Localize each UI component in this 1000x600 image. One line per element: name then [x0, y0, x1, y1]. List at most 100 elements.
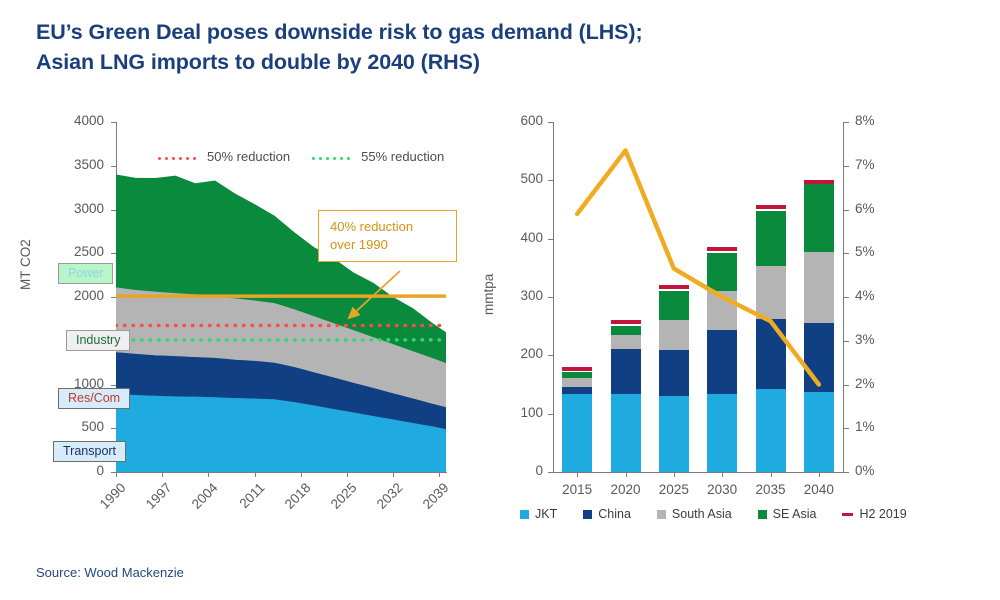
- bar-segment-se-asia: [610, 326, 641, 335]
- right-chart-y-tick-mark: [548, 355, 553, 357]
- left-chart-x-tick: 2025: [327, 480, 360, 512]
- left-chart-x-tick-mark: [393, 472, 395, 477]
- bar-segment-china: [610, 348, 641, 395]
- bar-group-2035[interactable]: [755, 122, 786, 472]
- dotted-line-swatch: [312, 150, 354, 165]
- legend-label: China: [598, 507, 631, 521]
- chart-eu-gas-demand: MT CO2 05001000150020002500300035004000 …: [18, 113, 478, 515]
- legend-swatch: [656, 509, 666, 519]
- left-chart-y-tick-mark: [111, 384, 116, 386]
- legend-item-china[interactable]: China: [583, 507, 631, 521]
- right-chart-y2-tick-mark: [844, 209, 849, 211]
- right-chart-y2-tick: 6%: [855, 200, 875, 216]
- right-chart-y-axis-title: mmtpa: [481, 273, 496, 315]
- bar-segment-south-asia: [562, 378, 593, 388]
- left-chart-y-tick: 500: [81, 419, 104, 435]
- left-chart-x-tick: 2018: [281, 480, 314, 512]
- right-chart-x-tick-mark: [770, 472, 772, 477]
- bar-segment-china: [707, 330, 738, 395]
- right-chart-x-tick-mark: [722, 472, 724, 477]
- right-chart-x-tick: 2020: [610, 482, 641, 497]
- right-chart-y2-tick: 8%: [855, 113, 875, 128]
- bar-segment-se-asia: [658, 290, 689, 320]
- legend-label: 50% reduction: [207, 149, 291, 164]
- left-chart-y-tick: 3500: [73, 156, 104, 172]
- bar-segment-jkt: [707, 394, 738, 472]
- bar-segment-china: [803, 322, 834, 393]
- legend-swatch: [842, 512, 854, 516]
- left-chart-x-tick-mark: [300, 472, 302, 477]
- left-chart-x-tick: 2004: [189, 480, 221, 512]
- left-chart-area-series: [116, 174, 446, 472]
- left-chart-x-tick: 1997: [142, 480, 175, 512]
- area-label-rescom: Res/Com: [58, 388, 131, 410]
- chart-asian-lng-imports: mmtpa 0 100 200 300 400 500 600 0% 1% 2% 3% 4% 5% 6%…: [481, 113, 985, 545]
- right-chart-y-tick: 500: [520, 171, 543, 187]
- left-chart-y-axis-title: MT CO2: [18, 239, 33, 290]
- area-series-industry: [116, 287, 446, 408]
- bar-segment-jkt: [658, 396, 689, 472]
- right-chart-x-tick: 2035: [755, 482, 786, 497]
- legend-label: JKT: [535, 507, 558, 521]
- right-chart-y-tick: 300: [520, 288, 543, 303]
- legend-item-h2-2019[interactable]: H2 2019: [842, 507, 907, 521]
- bar-segment-south-asia: [610, 334, 641, 349]
- bar-segment-south-asia: [658, 319, 689, 350]
- right-chart-legend: JKT China South Asia SE Asia H2 2019: [520, 507, 933, 521]
- left-chart-x-tick: 2011: [236, 480, 268, 512]
- bar-segment-china: [658, 349, 689, 397]
- bar-segment-se-asia: [707, 253, 738, 291]
- legend-label: H2 2019: [859, 507, 907, 521]
- right-chart-x-tick-mark: [673, 472, 675, 477]
- area-series-power: [116, 174, 446, 364]
- legend-label: SE Asia: [772, 507, 817, 521]
- left-chart-y-tick-mark: [111, 165, 116, 167]
- bar-segment-jkt: [610, 394, 641, 472]
- bar-group-2025[interactable]: [658, 122, 689, 472]
- legend-swatch: [583, 509, 593, 519]
- right-chart-y2-tick-mark: [844, 384, 849, 386]
- left-chart-y-tick-mark: [111, 297, 116, 298]
- page-title: EU’s Green Deal poses downside risk to g…: [36, 18, 956, 77]
- marker-h2-2019: [755, 204, 786, 209]
- right-chart-y-tick: 600: [520, 113, 543, 128]
- legend-item-se-asia[interactable]: SE Asia: [757, 507, 817, 521]
- marker-h2-2019: [707, 246, 738, 251]
- left-chart-y-tick: 1000: [73, 375, 104, 391]
- bar-segment-se-asia: [803, 180, 834, 253]
- bar-group-2040[interactable]: [803, 122, 834, 472]
- marker-h2-2019: [562, 366, 593, 371]
- right-chart-y2-tick: 3%: [855, 331, 875, 347]
- marker-h2-2019: [610, 320, 641, 325]
- right-chart-y2-tick-mark: [844, 472, 849, 473]
- bar-segment-se-asia: [755, 210, 786, 267]
- legend-item-south-asia[interactable]: South Asia: [656, 507, 732, 521]
- page-title-line-1: EU’s Green Deal poses downside risk to g…: [36, 20, 643, 44]
- right-chart-y2-tick: 1%: [855, 419, 875, 435]
- right-chart-y2-tick-mark: [844, 122, 849, 123]
- legend-label: 55% reduction: [361, 149, 445, 164]
- bar-group-2020[interactable]: [610, 122, 641, 472]
- right-chart-y-tick: 200: [520, 346, 543, 362]
- right-chart-y2-tick-mark: [844, 253, 849, 255]
- right-chart-y2-tick: 2%: [855, 375, 875, 391]
- marker-h2-2019: [658, 284, 689, 289]
- left-chart-x-tick: 2039: [420, 480, 452, 512]
- bar-segment-jkt: [562, 394, 593, 472]
- bar-group-2015[interactable]: [562, 122, 593, 472]
- bar-segment-china: [755, 319, 786, 389]
- bar-segment-se-asia: [562, 372, 593, 379]
- dotted-line-swatch: [158, 150, 200, 165]
- left-chart-legend: 50% reduction 55% reduction: [158, 149, 466, 165]
- left-chart-x-tick-mark: [347, 472, 348, 477]
- source-note: Source: Wood Mackenzie: [36, 565, 184, 580]
- right-chart-y2-tick: 5%: [855, 244, 875, 260]
- legend-item-jkt[interactable]: JKT: [520, 507, 557, 521]
- right-chart-x-tick-mark: [577, 472, 579, 477]
- bar-group-2030[interactable]: [707, 122, 738, 472]
- left-chart-y-tick-mark: [111, 122, 116, 123]
- callout-arrow-icon: [347, 270, 401, 320]
- left-chart-y-tick: 4000: [73, 113, 104, 128]
- bar-segment-south-asia: [755, 266, 786, 320]
- left-chart-x-axis-line: [116, 472, 447, 474]
